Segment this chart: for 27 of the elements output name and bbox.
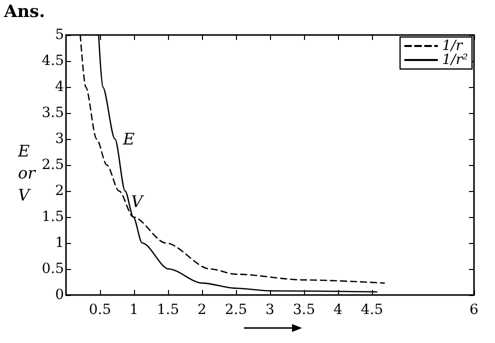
x-tick-label: 3.5	[292, 302, 316, 318]
y-tick-label: 0.5	[42, 261, 64, 277]
x-tick-label: 4.5	[360, 302, 384, 318]
y-axis-title: E or V	[17, 142, 37, 204]
y-tick-label: 2	[55, 183, 64, 199]
legend-label: 1/r²	[442, 52, 468, 68]
annotation: V	[131, 192, 144, 211]
x-tick-label: 0.5	[88, 302, 112, 318]
y-tick-label: 5	[55, 27, 64, 43]
y-tick-label: 4	[55, 79, 64, 95]
y-tick-label: 3.5	[42, 105, 64, 121]
legend-label: 1/r	[442, 38, 464, 54]
x-tick-label: 1.5	[156, 302, 180, 318]
annotation: E	[122, 130, 135, 148]
y-tick-label: 4.5	[42, 53, 64, 69]
x-tick-label: 2.5	[224, 302, 248, 318]
y-tick-label: 3	[55, 131, 64, 147]
y-tick-label: 0	[55, 287, 64, 303]
x-tick-label: 2	[198, 302, 206, 318]
x-tick-label: 1	[130, 302, 138, 318]
y-tick-label: 1	[55, 235, 64, 251]
x-tick-label: 6	[470, 302, 479, 318]
x-tick-label: 3	[266, 302, 274, 318]
y-tick-label: 2.5	[42, 157, 64, 173]
text: Ans.	[4, 2, 46, 22]
y-tick-label: 1.5	[42, 209, 64, 225]
x-tick-label: 4	[334, 302, 343, 318]
